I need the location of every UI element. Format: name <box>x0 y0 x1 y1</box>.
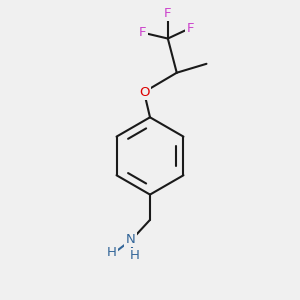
Text: O: O <box>139 85 149 98</box>
Text: F: F <box>164 7 172 20</box>
Text: F: F <box>186 22 194 34</box>
Text: F: F <box>139 26 146 39</box>
Text: H: H <box>130 249 140 262</box>
Text: N: N <box>126 233 136 246</box>
Text: H: H <box>106 246 116 259</box>
